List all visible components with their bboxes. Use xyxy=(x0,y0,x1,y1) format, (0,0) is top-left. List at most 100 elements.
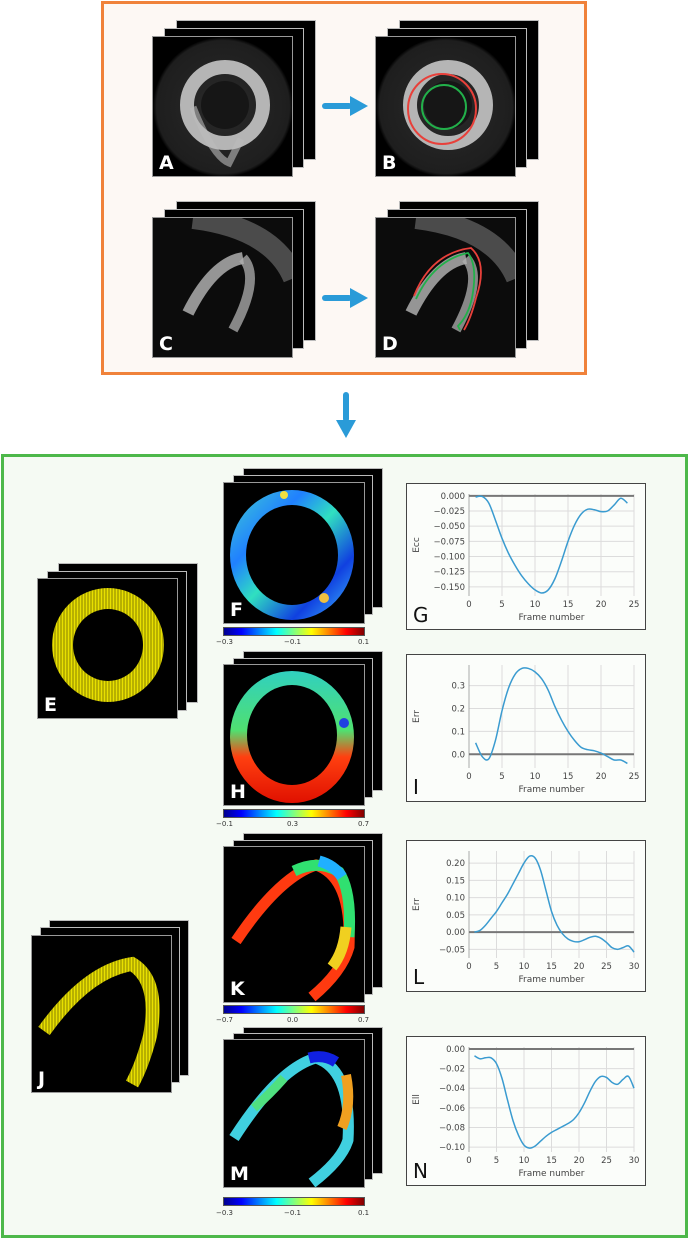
plot-l: 0 5 10 15 20 25 30 −0.05 0.00 0.05 0.10 0.15 0.20 Fra… xyxy=(406,840,646,992)
plot-g: 0 5 10 15 20 25 0.000 −0.025 −0.050 −0.075 −0.100 −… xyxy=(406,483,646,630)
svg-text:30: 30 xyxy=(629,962,640,972)
arrow-right-icon xyxy=(322,96,368,116)
svg-text:Frame number: Frame number xyxy=(518,975,584,985)
svg-text:−0.04: −0.04 xyxy=(439,1084,465,1094)
panel-label: D xyxy=(382,333,398,355)
svg-text:10: 10 xyxy=(530,772,541,782)
colorbar xyxy=(223,627,365,636)
displacement-arc-icon xyxy=(38,956,160,1088)
svg-text:0.1: 0.1 xyxy=(451,727,465,737)
panel-j-displacement-field: J xyxy=(31,935,172,1093)
colorbar-max: 0.1 xyxy=(358,1209,370,1217)
svg-text:0.3: 0.3 xyxy=(451,682,465,692)
colorbar xyxy=(223,1005,365,1014)
colorbar xyxy=(223,809,365,818)
svg-text:20: 20 xyxy=(596,600,607,610)
colorbar-mid: 0.0 xyxy=(287,1016,299,1024)
svg-text:5: 5 xyxy=(494,962,499,972)
panel-label: E xyxy=(44,694,57,716)
line-chart-ell: 0 5 10 15 20 25 30 0.00 −0.02 −0.04 −0.06 −0.08 −0.1… xyxy=(412,1045,640,1179)
svg-text:Frame number: Frame number xyxy=(518,785,584,795)
svg-text:20: 20 xyxy=(574,1156,585,1166)
svg-text:0.2: 0.2 xyxy=(451,704,465,714)
svg-text:−0.05: −0.05 xyxy=(439,945,465,955)
svg-text:Ecc: Ecc xyxy=(412,537,422,553)
svg-text:−0.08: −0.08 xyxy=(439,1123,465,1133)
svg-text:10: 10 xyxy=(530,600,541,610)
svg-text:10: 10 xyxy=(519,962,530,972)
panel-label: I xyxy=(413,775,419,799)
line-chart-err-long: 0 5 10 15 20 25 30 −0.05 0.00 0.05 0.10 0.15 0.20 Fra… xyxy=(412,851,640,985)
colorbar-mid: −0.1 xyxy=(284,638,301,646)
panel-label: F xyxy=(230,599,243,621)
svg-text:Frame number: Frame number xyxy=(518,613,584,623)
panel-c-long-axis-image: C xyxy=(152,217,293,358)
svg-text:0.00: 0.00 xyxy=(446,1045,465,1055)
svg-text:15: 15 xyxy=(546,1156,557,1166)
colorbar-mid: −0.1 xyxy=(284,1209,301,1217)
svg-text:0.00: 0.00 xyxy=(446,928,465,938)
panel-h-strain-map: H xyxy=(223,664,365,806)
svg-text:0: 0 xyxy=(466,962,471,972)
line-chart-err: 0 5 10 15 20 25 0.0 0.1 0.2 0.3 Frame number Err xyxy=(412,665,640,795)
colorbar-mid: 0.3 xyxy=(287,820,299,828)
svg-text:0: 0 xyxy=(466,600,471,610)
svg-text:−0.075: −0.075 xyxy=(434,537,465,547)
panel-e-displacement-field: E xyxy=(37,578,178,719)
svg-text:0.0: 0.0 xyxy=(451,750,465,760)
long-axis-mri-icon xyxy=(153,218,292,357)
svg-text:0: 0 xyxy=(466,772,471,782)
svg-text:5: 5 xyxy=(499,772,504,782)
svg-text:15: 15 xyxy=(563,772,574,782)
panel-m-strain-map: M xyxy=(223,1039,365,1188)
panel-label: N xyxy=(413,1159,428,1183)
colorbar xyxy=(223,1197,365,1206)
panel-label: G xyxy=(413,603,429,627)
svg-text:20: 20 xyxy=(574,962,585,972)
svg-text:5: 5 xyxy=(494,1156,499,1166)
svg-text:−0.050: −0.050 xyxy=(434,522,465,532)
svg-text:25: 25 xyxy=(601,962,612,972)
panel-label: L xyxy=(413,965,425,989)
svg-text:0.15: 0.15 xyxy=(446,876,465,886)
svg-text:−0.10: −0.10 xyxy=(439,1143,465,1153)
circumferential-strain-map-icon xyxy=(230,490,354,620)
svg-text:25: 25 xyxy=(629,772,640,782)
panel-label: C xyxy=(159,333,173,355)
panel-label: B xyxy=(382,152,397,174)
arrow-down-icon xyxy=(336,392,356,438)
svg-text:10: 10 xyxy=(519,1156,530,1166)
colorbar-max: 0.1 xyxy=(358,638,370,646)
svg-text:Ell: Ell xyxy=(412,1094,422,1105)
svg-text:−0.100: −0.100 xyxy=(434,553,465,563)
svg-text:−0.02: −0.02 xyxy=(439,1065,465,1075)
arrow-right-icon xyxy=(322,288,368,308)
svg-text:15: 15 xyxy=(563,600,574,610)
longitudinal-strain-arc-icon xyxy=(229,1051,354,1187)
panel-label: J xyxy=(38,1068,46,1090)
svg-text:25: 25 xyxy=(601,1156,612,1166)
line-chart-ecc: 0 5 10 15 20 25 0.000 −0.025 −0.050 −0.075 −0.100 −… xyxy=(412,492,640,623)
svg-text:−0.06: −0.06 xyxy=(439,1104,465,1114)
svg-text:−0.025: −0.025 xyxy=(434,507,465,517)
svg-text:5: 5 xyxy=(499,600,504,610)
panel-b-segmented-short-axis: B xyxy=(375,36,516,177)
svg-text:−0.125: −0.125 xyxy=(434,568,465,578)
colorbar-min: −0.3 xyxy=(216,1209,233,1217)
svg-text:20: 20 xyxy=(596,772,607,782)
panel-label: K xyxy=(230,978,245,1000)
svg-text:30: 30 xyxy=(629,1156,640,1166)
panel-a-short-axis-image: A xyxy=(152,36,293,177)
colorbar-min: −0.3 xyxy=(216,638,233,646)
segmentation-contours-icon xyxy=(376,218,515,357)
svg-text:0.20: 0.20 xyxy=(446,859,465,869)
panel-label: H xyxy=(230,781,246,803)
panel-label: M xyxy=(230,1163,249,1185)
svg-text:Err: Err xyxy=(412,710,422,723)
colorbar-max: 0.7 xyxy=(358,1016,370,1024)
svg-text:25: 25 xyxy=(629,600,640,610)
svg-text:0.05: 0.05 xyxy=(446,911,465,921)
colorbar-min: −0.1 xyxy=(216,820,233,828)
short-axis-mri-icon xyxy=(153,37,292,176)
svg-text:Err: Err xyxy=(412,898,422,911)
